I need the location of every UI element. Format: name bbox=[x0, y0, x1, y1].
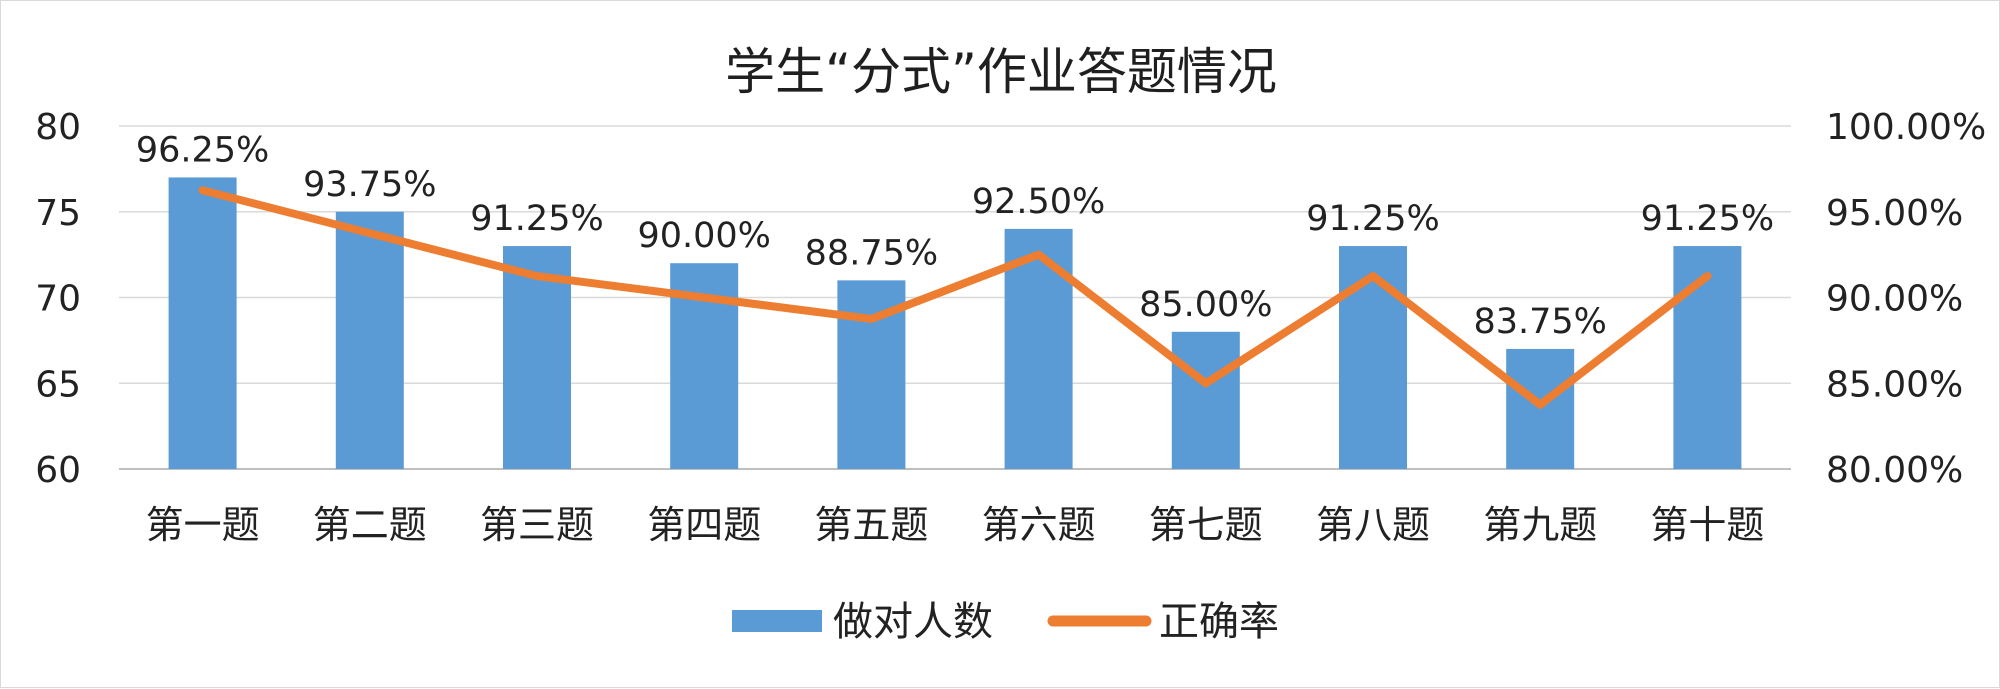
x-tick-label: 第八题 bbox=[1316, 503, 1430, 547]
y-left-tick-label: 60 bbox=[35, 450, 81, 491]
data-label: 88.75% bbox=[805, 233, 938, 273]
y-axis-left: 60 65 70 75 80 bbox=[35, 107, 81, 491]
y-left-tick-label: 75 bbox=[35, 193, 81, 234]
correct-rate-line bbox=[198, 186, 1712, 409]
x-tick-label: 第六题 bbox=[982, 503, 1096, 547]
x-tick-label: 第五题 bbox=[814, 503, 928, 547]
data-label: 90.00% bbox=[637, 216, 770, 256]
data-label: 96.25% bbox=[136, 130, 269, 170]
y-right-tick-label: 85.00% bbox=[1826, 364, 1963, 405]
line-point bbox=[1536, 400, 1545, 409]
bar bbox=[168, 177, 237, 469]
legend-line-label: 正确率 bbox=[1159, 599, 1279, 645]
line-point bbox=[700, 293, 709, 302]
x-tick-label: 第九题 bbox=[1483, 503, 1597, 547]
x-tick-label: 第七题 bbox=[1149, 503, 1263, 547]
data-label: 93.75% bbox=[303, 165, 436, 205]
y-axis-right: 80.00% 85.00% 90.00% 95.00% 100.00% bbox=[1826, 107, 1986, 491]
x-tick-label: 第十题 bbox=[1650, 503, 1764, 547]
y-left-tick-label: 80 bbox=[35, 107, 81, 148]
bar bbox=[1171, 331, 1240, 469]
x-tick-label: 第三题 bbox=[480, 503, 594, 547]
bar bbox=[335, 211, 404, 469]
line-point bbox=[1201, 379, 1210, 388]
line-series bbox=[198, 186, 1712, 409]
legend-bar-swatch bbox=[732, 610, 822, 632]
y-right-tick-label: 95.00% bbox=[1826, 193, 1963, 234]
legend: 做对人数 正确率 bbox=[732, 599, 1279, 645]
line-point bbox=[533, 272, 541, 281]
x-tick-label: 第四题 bbox=[647, 503, 761, 547]
line-point bbox=[1369, 272, 1377, 281]
line-point bbox=[1034, 250, 1043, 259]
line-point bbox=[198, 186, 207, 195]
data-label: 91.25% bbox=[470, 199, 603, 239]
line-point bbox=[365, 229, 374, 238]
x-tick-label: 第二题 bbox=[313, 503, 427, 547]
line-point bbox=[867, 314, 876, 323]
chart-title: 学生“分式”作业答题情况 bbox=[725, 43, 1277, 101]
data-label: 91.25% bbox=[1641, 199, 1774, 239]
bar-series bbox=[168, 177, 1742, 469]
data-label: 83.75% bbox=[1473, 302, 1606, 342]
bar bbox=[1673, 246, 1742, 469]
bar bbox=[1339, 246, 1407, 469]
data-label: 91.25% bbox=[1306, 199, 1439, 239]
y-right-tick-label: 100.00% bbox=[1826, 107, 1986, 148]
x-axis: 第一题 第二题 第三题 第四题 第五题 第六题 第七题 第八题 第九题 第十题 bbox=[146, 503, 1765, 547]
data-labels: 96.25% 93.75% 91.25% 90.00% 88.75% 92.50% 85.0… bbox=[136, 130, 1774, 342]
y-left-tick-label: 65 bbox=[35, 364, 81, 405]
data-label: 85.00% bbox=[1139, 285, 1272, 325]
x-tick-label: 第一题 bbox=[146, 503, 260, 547]
bar bbox=[503, 246, 571, 469]
y-right-tick-label: 80.00% bbox=[1826, 450, 1963, 491]
data-label: 92.50% bbox=[972, 182, 1105, 222]
bar bbox=[1506, 348, 1575, 469]
legend-bar-label: 做对人数 bbox=[833, 599, 993, 645]
y-right-tick-label: 90.00% bbox=[1826, 279, 1963, 320]
y-left-tick-label: 70 bbox=[35, 279, 81, 320]
line-point bbox=[1703, 272, 1712, 281]
